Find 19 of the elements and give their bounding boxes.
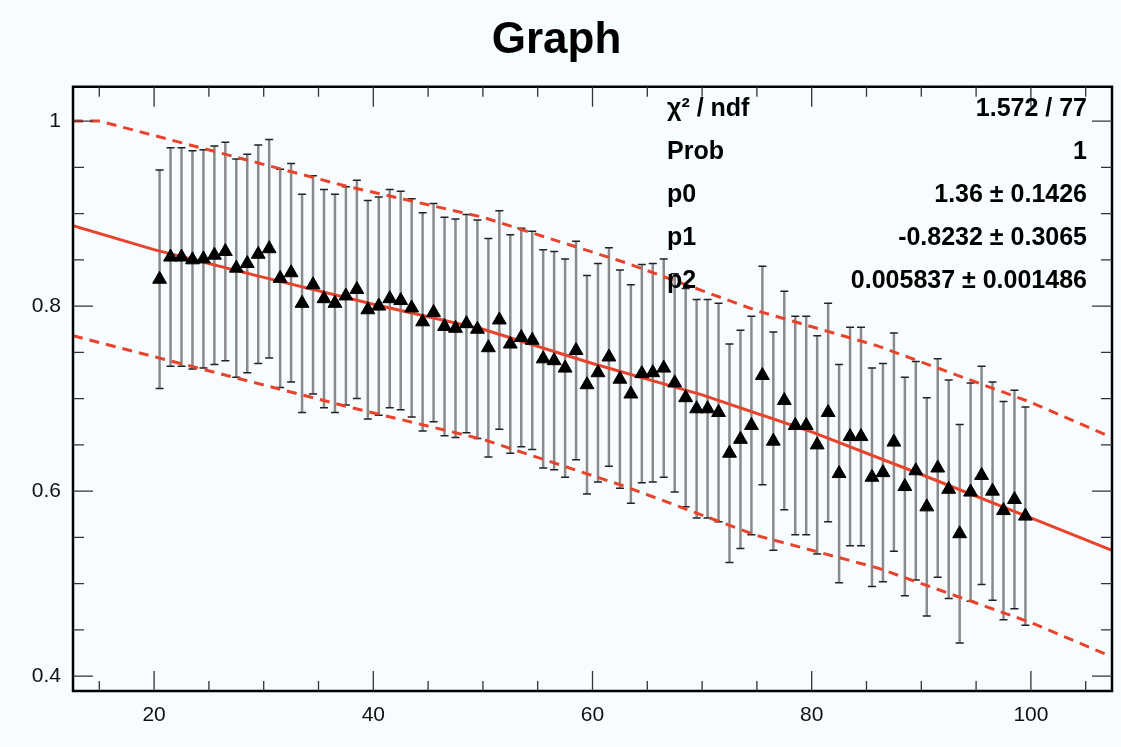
annotation: p1 [667,221,697,250]
y-tick-label: 0.6 [31,477,61,501]
annotation: χ² / ndf [667,92,751,121]
x-tick-label: 40 [361,702,385,726]
x-tick-label: 100 [1013,702,1049,726]
annotation: 0.005837 ± 0.001486 [850,264,1087,293]
y-tick-label: 1 [49,107,61,131]
annotation: Prob [667,135,724,164]
annotation: 1.36 ± 0.1426 [934,178,1087,207]
y-tick-label: 0.8 [31,292,61,316]
annotation: -0.8232 ± 0.3065 [898,221,1088,250]
y-tick-label: 0.4 [31,662,62,686]
x-tick-label: 60 [580,702,605,726]
annotation: p0 [667,178,697,207]
chart-title: Graph [491,12,622,62]
x-tick-label: 80 [800,702,824,726]
x-tick-label: 20 [142,702,166,726]
annotation: 1 [1073,135,1088,164]
annotation: 1.572 / 77 [975,92,1087,121]
